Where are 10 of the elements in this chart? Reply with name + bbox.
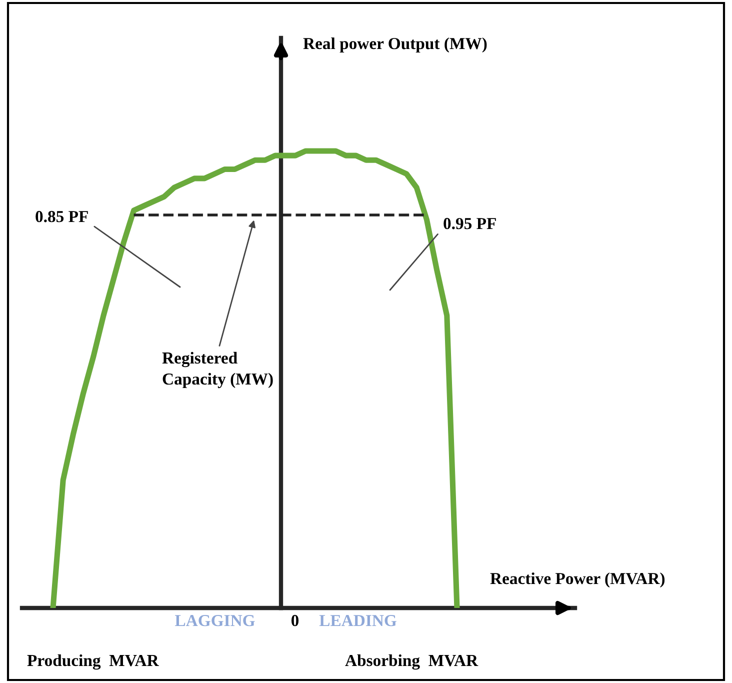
text: Producing MVAR	[27, 654, 159, 670]
text: Real power Output (MW)	[303, 37, 487, 53]
annotation: 0.85 PF	[36, 210, 88, 222]
text: LEADING	[319, 614, 396, 626]
text: LAGGING	[175, 614, 255, 626]
text: Absorbing MVAR	[345, 654, 478, 670]
annotation: 0.95 PF	[444, 218, 496, 230]
annotation: Registered Capacity (MW)	[162, 352, 273, 388]
x-axis-title: Reactive Power (MVAR)	[490, 572, 665, 588]
text: 0	[291, 614, 299, 626]
